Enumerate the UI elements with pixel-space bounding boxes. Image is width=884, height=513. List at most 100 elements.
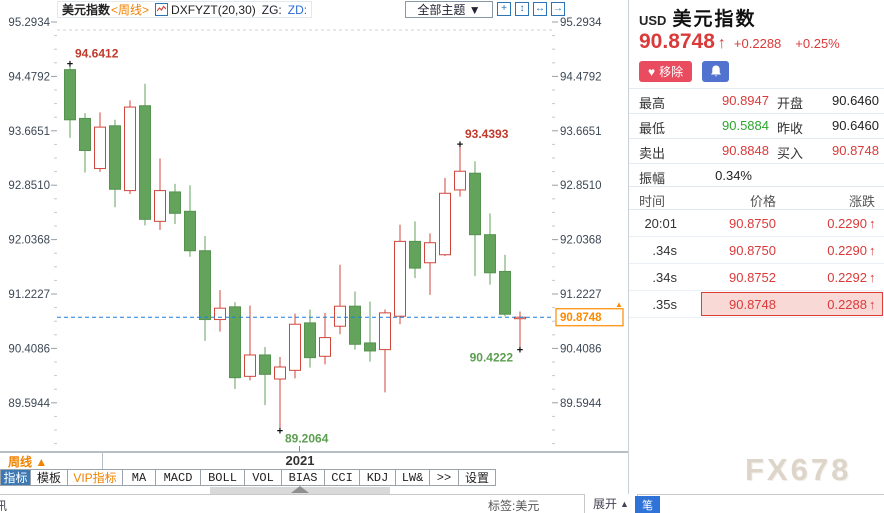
y-axis-label: 92.0368 <box>8 235 50 247</box>
period-selector-button[interactable]: 周线 ▲ <box>0 453 103 470</box>
candle-body <box>304 322 316 359</box>
pen-tool-button[interactable]: 笔 <box>635 496 660 513</box>
shift-right-icon[interactable]: → <box>551 2 565 16</box>
zg-label: ZG: <box>261 2 282 17</box>
toolbar-tab-ma[interactable]: MA <box>123 469 156 486</box>
tick-table-header: 时间 价格 涨跌 <box>629 186 884 210</box>
current-price-tag <box>555 308 624 327</box>
tick-time: .35s <box>652 297 677 312</box>
marker-cross-icon: + <box>457 139 463 151</box>
toolbar-tab-vip[interactable]: VIP指标 <box>68 469 123 486</box>
stat-value: 0.34% <box>715 168 752 183</box>
stat-row: 最高 90.8947 开盘 90.6460 <box>629 88 884 113</box>
remove-from-watchlist-button[interactable]: ♥ 移除 <box>639 61 693 82</box>
toolbar-tab-kdj[interactable]: KDJ <box>360 469 396 486</box>
indicator-label: DXFYZT(20,30) <box>171 2 256 17</box>
candle-body <box>154 190 166 222</box>
tick-price: 90.8750 <box>729 216 776 231</box>
candle-body <box>274 366 286 380</box>
panel-drag-handle[interactable] <box>210 486 390 494</box>
y-axis-label: 90.4086 <box>8 343 50 355</box>
stat-row: 卖出 90.8848 买入 90.8748 <box>629 138 884 163</box>
y-axis-label: 92.8510 <box>8 180 50 192</box>
candle-body <box>259 354 271 375</box>
candle-body <box>394 240 406 317</box>
stat-label: 最高 <box>639 96 666 111</box>
toolbar-tab-[interactable]: 指标 <box>0 469 31 486</box>
indicator-toolbar: 指标 模板 VIP指标 MA MACD BOLL VOL BIAS CCI KDJ LW& >> 设置 <box>0 469 496 486</box>
y-axis-label: 95.2934 <box>8 17 50 29</box>
candle-body <box>484 234 496 274</box>
y-axis-scale-icon[interactable]: ↕ <box>515 2 529 16</box>
candle-body <box>94 126 106 170</box>
marker-cross-icon: + <box>67 59 73 71</box>
chevron-up-icon <box>291 486 309 493</box>
marker-cross-icon: + <box>517 344 523 356</box>
tick-change: 0.2292 <box>827 270 867 285</box>
heart-icon: ♥ <box>648 64 656 79</box>
y-axis-label: 91.2227 <box>560 289 602 301</box>
chart-symbol-title: 美元指数 <box>62 3 111 17</box>
bell-icon <box>710 65 721 77</box>
price-change: +0.2288 <box>733 36 782 51</box>
toolbar-tab-macd[interactable]: MACD <box>156 469 201 486</box>
candle-body <box>499 270 511 315</box>
toolbar-tab-cci[interactable]: CCI <box>325 469 360 486</box>
up-arrow-icon: ↑ <box>869 297 876 312</box>
x-axis-scale-icon[interactable]: ↔ <box>533 2 547 16</box>
candle-body <box>289 323 301 371</box>
y-axis-label: 91.2227 <box>8 289 50 301</box>
up-arrow-icon: ↑ <box>869 243 876 258</box>
candle-body <box>169 191 181 214</box>
tick-change: 0.2288 <box>827 297 867 312</box>
crosshair-icon[interactable]: + <box>497 2 511 16</box>
chart-title-bar: 美元指数 <周线> DXFYZT(20,30) ZG: ZD: <box>57 1 313 18</box>
toolbar-tab-[interactable]: 设置 <box>459 469 496 486</box>
y-axis-label: 93.6651 <box>560 126 602 138</box>
period-row: 周线 ▲ 2021 <box>0 452 628 470</box>
y-axis-label: 90.4086 <box>560 343 602 355</box>
quote-panel: USD 美元指数 90.8748 ↑ +0.2288 +0.25% ♥ 移除 最… <box>628 0 884 494</box>
remove-label: 移除 <box>659 65 684 79</box>
highlight-box <box>701 292 883 316</box>
y-axis-label: 94.4792 <box>8 71 50 83</box>
candle-body <box>469 172 481 236</box>
toolbar-tab-bias[interactable]: BIAS <box>282 469 325 486</box>
bottom-status-bar <box>0 494 884 513</box>
stat-value: 90.5884 <box>722 118 769 133</box>
price-alert-button[interactable] <box>702 61 730 82</box>
instrument-name: 美元指数 <box>672 9 757 30</box>
stat-label: 开盘 <box>777 96 804 111</box>
chart-toolbar-icons: + ↕ ↔ → <box>497 2 565 16</box>
stat-label: 昨收 <box>777 121 804 136</box>
tick-price: 90.8748 <box>729 297 776 312</box>
tick-price: 90.8752 <box>729 270 776 285</box>
themes-dropdown[interactable]: 全部主题 ▼ <box>405 1 493 18</box>
brand-watermark: FX678 <box>745 452 852 487</box>
toolbar-tab-boll[interactable]: BOLL <box>201 469 245 486</box>
candle-body <box>214 307 226 321</box>
tick-time: .34s <box>652 270 677 285</box>
stat-label: 最低 <box>639 121 666 136</box>
toolbar-tab-lw[interactable]: LW& <box>396 469 430 486</box>
candle-body <box>379 312 391 351</box>
candlestick-chart-region[interactable]: 95.2934 95.2934 94.4792 94.4792 93.6651 93.66… <box>0 0 628 452</box>
candle-body <box>349 305 361 345</box>
candle-body <box>229 306 241 379</box>
toolbar-tab-[interactable]: 模板 <box>31 469 68 486</box>
last-price-row: 90.8748 ↑ +0.2288 +0.25% <box>639 30 840 54</box>
candlestick-chart[interactable]: 95.2934 95.2934 94.4792 94.4792 93.6651 93.66… <box>0 0 628 452</box>
currency-code: USD <box>639 13 667 28</box>
y-axis-label: 95.2934 <box>560 17 602 29</box>
stat-label: 买入 <box>777 146 804 161</box>
quote-stats: 最高 90.8947 开盘 90.6460 最低 90.5884 昨收 90.6460 卖出 90… <box>629 88 884 188</box>
toolbar-tab-[interactable]: >> <box>430 469 459 486</box>
toolbar-tab-vol[interactable]: VOL <box>245 469 282 486</box>
expand-button[interactable]: 展开 ▲ <box>584 494 638 513</box>
quote-actions: ♥ 移除 <box>639 61 730 82</box>
candle-body <box>64 69 76 121</box>
stat-label: 卖出 <box>639 146 666 161</box>
price-annotation: 94.6412 <box>75 47 119 61</box>
candle-body <box>199 250 211 321</box>
